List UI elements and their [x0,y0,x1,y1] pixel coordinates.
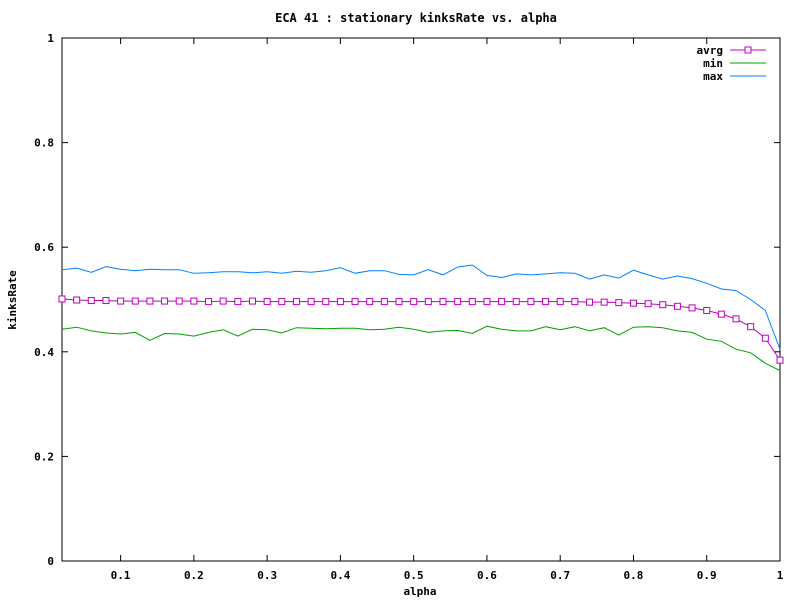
data-point-avrg [498,298,506,306]
x-tick-label: 0.6 [477,569,497,582]
data-point-avrg [322,298,330,306]
data-point-avrg [629,299,637,307]
legend-label-avrg: avrg [697,44,724,57]
data-point-avrg [146,297,154,305]
data-point-avrg [732,315,740,323]
data-point-avrg [776,356,784,364]
data-point-avrg [219,297,227,305]
data-point-avrg [673,302,681,310]
data-point-avrg [263,298,271,306]
series-layer [58,264,784,372]
data-point-avrg [688,304,696,312]
data-point-avrg [542,298,550,306]
data-point-avrg [117,297,125,305]
data-point-avrg [600,298,608,306]
x-tick-label: 1 [777,569,784,582]
data-point-avrg [703,306,711,314]
data-point-avrg [175,297,183,305]
data-point-avrg [366,298,374,306]
data-point-avrg [102,297,110,305]
y-tick-label: 0.6 [34,241,54,254]
data-point-avrg [410,298,418,306]
data-point-avrg [395,298,403,306]
data-point-avrg [483,298,491,306]
chart-title: ECA 41 : stationary kinksRate vs. alpha [275,11,557,25]
data-point-avrg [131,297,139,305]
data-point-avrg [73,296,81,304]
y-axis-label: kinksRate [6,270,19,330]
data-point-avrg [58,295,66,303]
data-point-avrg [717,310,725,318]
x-tick-label: 0.3 [257,569,277,582]
y-tick-label: 1 [47,32,54,45]
data-point-avrg [439,298,447,306]
x-tick-label: 0.4 [330,569,350,582]
data-point-avrg [351,298,359,306]
data-point-avrg [586,298,594,306]
data-point-avrg [747,323,755,331]
data-point-avrg [527,298,535,306]
data-point-avrg [644,300,652,308]
legend-label-max: max [703,70,723,83]
data-point-avrg [380,298,388,306]
x-tick-label: 0.1 [111,569,131,582]
x-axis-label: alpha [403,585,436,598]
data-point-avrg [278,298,286,306]
data-point-avrg [248,297,256,305]
plot-area-frame [61,37,781,562]
legend-label-min: min [703,57,723,70]
x-tick-label: 0.8 [624,569,644,582]
legend-marker-avrg [744,46,752,54]
data-point-avrg [190,297,198,305]
data-point-avrg [468,298,476,306]
data-point-avrg [336,298,344,306]
series-line-max [61,264,781,350]
data-point-avrg [307,298,315,306]
data-point-avrg [424,298,432,306]
data-point-avrg [659,301,667,309]
x-tick-label: 0.7 [550,569,570,582]
x-tick-label: 0.5 [404,569,424,582]
data-point-avrg [234,298,242,306]
data-point-avrg [761,334,769,342]
series-line-min [61,325,781,372]
x-tick-label: 0.9 [697,569,717,582]
axis-ticks: 0.1 0.2 0.3 0.4 0.5 0.6 0.7 0.8 0.9 1 0 0.2 0.4 0.6 0.… [34,32,784,582]
data-point-avrg [205,298,213,306]
y-tick-label: 0.4 [34,346,54,359]
y-tick-label: 0.2 [34,450,54,463]
x-tick-label: 0.2 [184,569,204,582]
data-point-avrg [556,298,564,306]
data-point-avrg [161,297,169,305]
data-point-avrg [571,298,579,306]
y-tick-label: 0 [47,555,54,568]
data-point-avrg [615,299,623,307]
y-tick-label: 0.8 [34,137,54,150]
data-point-avrg [87,297,95,305]
data-point-avrg [292,298,300,306]
data-point-avrg [454,298,462,306]
data-point-avrg [512,298,520,306]
